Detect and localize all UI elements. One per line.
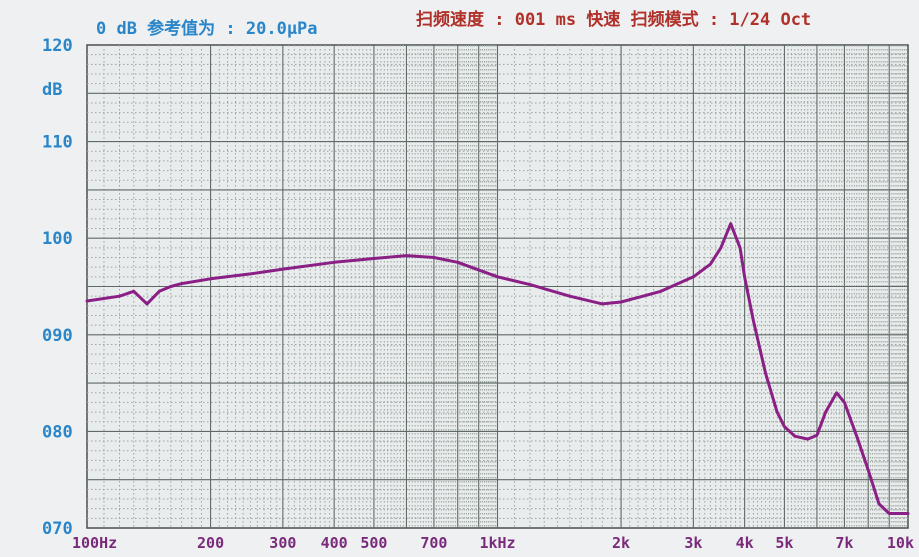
sweep-settings-label: 扫频速度 : 001 ms 快速 扫频模式 : 1/24 Oct: [416, 9, 811, 30]
y-unit-label: dB: [42, 80, 62, 100]
y-tick-label: 110: [42, 133, 73, 153]
x-tick-label: 300: [269, 534, 296, 552]
grid: [87, 45, 908, 528]
x-tick-label: 10k: [887, 534, 914, 552]
y-tick-label: 090: [42, 326, 73, 346]
x-tick-label: 5k: [775, 534, 793, 552]
x-tick-label: 500: [360, 534, 387, 552]
x-tick-label: 200: [197, 534, 224, 552]
x-tick-label: 1kHz: [479, 534, 515, 552]
x-tick-label: 7k: [835, 534, 853, 552]
x-tick-label: 2k: [612, 534, 630, 552]
x-tick-label: 400: [321, 534, 348, 552]
response-curve: [85, 222, 910, 515]
y-tick-label: 100: [42, 229, 73, 249]
y-tick-label: 070: [42, 519, 73, 539]
x-tick-label: 100Hz: [72, 534, 117, 552]
x-tick-label: 700: [420, 534, 447, 552]
x-tick-label: 4k: [736, 534, 754, 552]
x-tick-label: 3k: [684, 534, 702, 552]
reference-level-label: 0 dB 参考值为 : 20.0µPa: [96, 18, 318, 39]
y-tick-label: 080: [42, 422, 73, 442]
y-tick-label: 120: [42, 36, 73, 56]
